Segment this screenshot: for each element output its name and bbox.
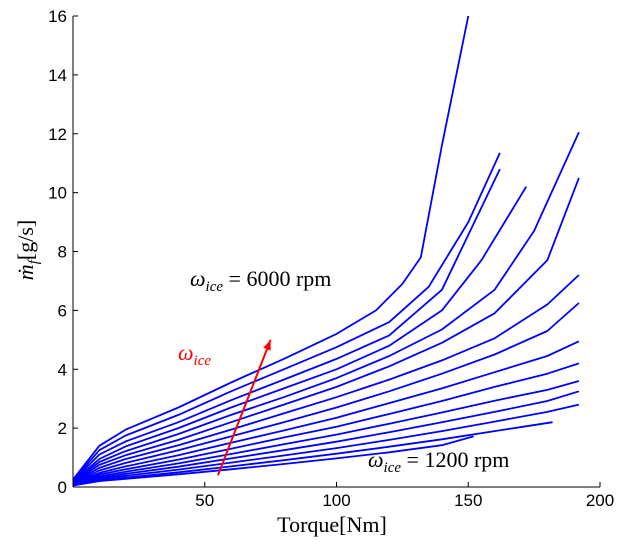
annotation-1200rpm-symbol: ω [368, 447, 384, 472]
y-tick-label: 12 [48, 125, 67, 144]
annotation-1200rpm-text: = 1200 rpm [401, 447, 509, 472]
series-line-8 [72, 302, 580, 485]
y-tick-label: 0 [58, 478, 67, 497]
y-tick-label: 4 [58, 360, 67, 379]
series-line-6 [72, 177, 580, 484]
arrow-label: ωice [178, 340, 211, 369]
y-tick-label: 10 [48, 184, 67, 203]
series-layer [72, 15, 580, 487]
axes [72, 15, 601, 488]
y-axis-title-symbol: ṁ [13, 264, 38, 280]
y-tick-label: 14 [48, 66, 67, 85]
annotation-6000rpm-symbol: ω [190, 266, 206, 291]
y-tick-label: 2 [58, 419, 67, 438]
x-axis-title: Torque[Nm] [277, 512, 387, 537]
annotation-1200rpm: ωice = 1200 rpm [368, 447, 509, 476]
speed-increase-arrow [216, 339, 272, 476]
y-tick-label: 8 [58, 243, 67, 262]
series-line-3 [72, 168, 501, 482]
x-tick-label: 150 [454, 491, 482, 510]
x-tick-label: 100 [322, 491, 350, 510]
series-line-7 [72, 274, 580, 484]
series-line-11 [72, 380, 580, 486]
y-axis-title-unit: [g/s] [13, 220, 38, 260]
annotation-6000rpm-subscript: ice [206, 279, 224, 295]
y-axis-title: ṁf[g/s] [13, 220, 42, 280]
y-tick-label: 6 [58, 301, 67, 320]
series-line-9 [72, 340, 580, 485]
series-line-15 [72, 435, 474, 487]
x-tick-label: 50 [195, 491, 214, 510]
annotation-6000rpm-text: = 6000 rpm [223, 266, 331, 291]
series-line-13 [72, 403, 580, 486]
series-line-1 [72, 15, 470, 481]
series-line-2 [72, 152, 501, 482]
series-line-5 [72, 131, 580, 483]
series-line-4 [72, 186, 527, 483]
arrow-head [263, 339, 271, 351]
series-line-12 [72, 390, 580, 486]
y-tick-label: 16 [48, 7, 67, 26]
annotation-1200rpm-subscript: ice [384, 460, 402, 476]
series-line-14 [72, 421, 553, 487]
arrow-label-symbol: ω [178, 340, 194, 365]
series-line-10 [72, 362, 580, 485]
arrow-shaft [216, 339, 272, 476]
tick-labels: 0 2 4 6 8 10 12 14 16 50 100 150 200 [48, 7, 614, 510]
x-tick-label: 200 [586, 491, 614, 510]
y-axis-title-subscript: f [26, 258, 42, 264]
arrow-label-subscript: ice [194, 353, 212, 369]
annotation-6000rpm: ωice = 6000 rpm [190, 266, 331, 295]
